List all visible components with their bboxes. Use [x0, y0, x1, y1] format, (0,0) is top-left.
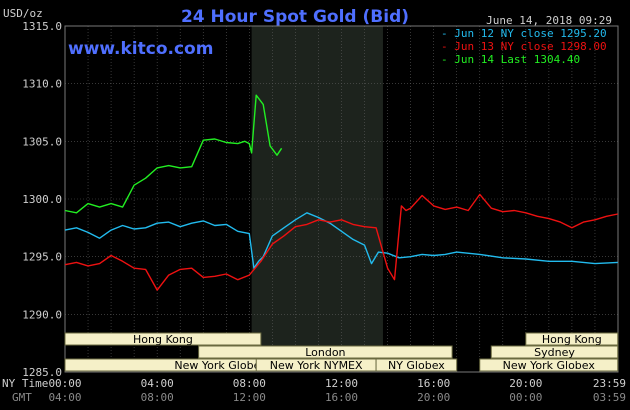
session-label: NY Globex [388, 359, 445, 372]
session-label: London [305, 346, 345, 359]
session-label: Hong Kong [542, 333, 602, 346]
x-tick-nytime: 04:00 [141, 377, 174, 390]
y-tick-label: 1310.0 [22, 78, 62, 91]
unit-label: USD/oz [3, 7, 43, 20]
y-tick-label: 1315.0 [22, 20, 62, 33]
session-box [64, 332, 262, 346]
y-axis: 1315.0 1310.0 1305.0 1300.0 1295.0 1290.0 1285… [22, 20, 62, 379]
series-line-3 [64, 94, 283, 214]
x-tick-nytime: 20:00 [509, 377, 542, 390]
session-label: Hong Kong [133, 333, 193, 346]
legend: - Jun 12 NY close 1295.20- Jun 13 NY clo… [441, 27, 607, 66]
date-stamp: June 14, 2018 09:29 [486, 14, 612, 27]
y-tick-label: 1300.0 [22, 193, 62, 206]
series-line-2 [64, 193, 618, 291]
legend-entry: - Jun 14 Last 1304.40 [441, 53, 580, 66]
session-label: New York NYMEX [270, 359, 363, 372]
x-tick-nytime: 23:59 [593, 377, 626, 390]
session-box [525, 332, 619, 346]
y-tick-label: 1305.0 [22, 135, 62, 148]
x-tick-gmt: 08:00 [141, 391, 174, 404]
y-tick-label: 1290.0 [22, 308, 62, 321]
watermark-url: www.kitco.com [68, 39, 213, 59]
chart-title: 24 Hour Spot Gold (Bid) [181, 7, 409, 27]
x-axis: NY Time GMT 00:00 04:00 08:00 12:00 16:00 20:… [2, 377, 626, 404]
session-box [198, 345, 453, 359]
gmt-axis-label: GMT [12, 391, 32, 404]
x-tick-nytime: 16:00 [417, 377, 450, 390]
session-label: New York Globex [503, 359, 596, 372]
x-tick-gmt: 00:00 [509, 391, 542, 404]
y-tick-label: 1295.0 [22, 251, 62, 264]
x-tick-nytime: 12:00 [325, 377, 358, 390]
y-tick-label: 1285.0 [22, 366, 62, 379]
session-box [375, 358, 458, 372]
x-tick-gmt: 16:00 [325, 391, 358, 404]
series-line-1 [64, 212, 618, 269]
legend-entry: - Jun 12 NY close 1295.20 [441, 27, 607, 40]
plot-frame [64, 25, 619, 373]
x-tick-gmt: 03:59 [593, 391, 626, 404]
x-tick-nytime: 08:00 [233, 377, 266, 390]
x-tick-gmt: 20:00 [417, 391, 450, 404]
x-tick-nytime: 00:00 [48, 377, 81, 390]
legend-entry: - Jun 13 NY close 1298.00 [441, 40, 607, 53]
session-box [479, 358, 619, 372]
x-tick-gmt: 12:00 [233, 391, 266, 404]
session-box [490, 345, 619, 359]
session-label: New York Globex [174, 359, 267, 372]
x-tick-gmt: 04:00 [48, 391, 81, 404]
plot-area [64, 25, 619, 373]
nytime-axis-label: NY Time [2, 377, 48, 390]
session-label: Sydney [534, 346, 575, 359]
